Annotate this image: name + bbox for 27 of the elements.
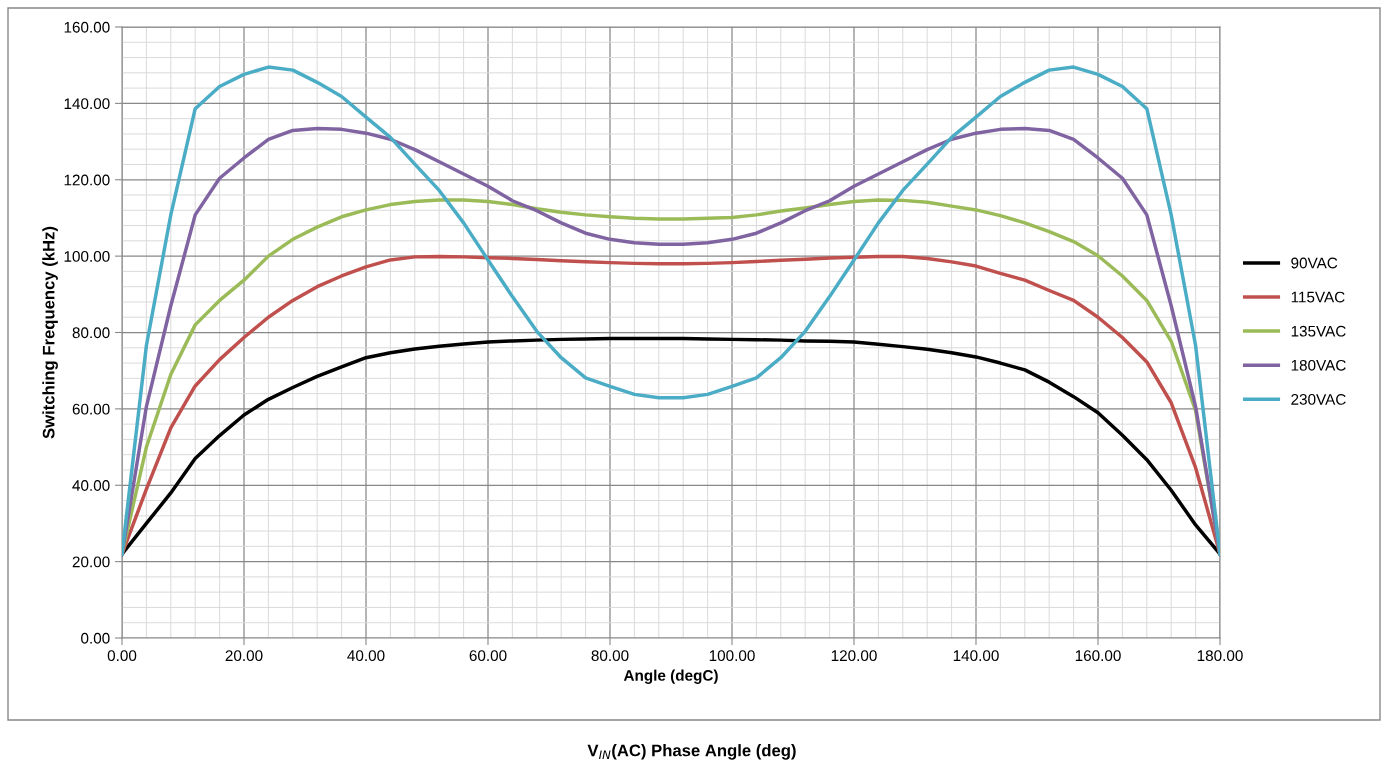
x-tick-label: 40.00: [347, 650, 385, 662]
x-tick-label: 80.00: [591, 650, 629, 662]
x-tick-label: 160.00: [1075, 650, 1121, 662]
y-tick-label: 120.00: [64, 174, 110, 186]
x-axis-title: Angle (degC): [623, 669, 718, 684]
legend-label: 90VAC: [1291, 257, 1338, 269]
legend-label: 115VAC: [1291, 291, 1345, 303]
legend-label: 135VAC: [1291, 325, 1346, 337]
legend-label: 230VAC: [1291, 393, 1346, 405]
y-tick-label: 160.00: [64, 21, 110, 33]
x-tick-label: 180.00: [1197, 650, 1243, 662]
x-tick-label: 20.00: [225, 650, 263, 662]
x-tick-label: 120.00: [831, 650, 877, 662]
y-tick-label: 20.00: [72, 556, 110, 568]
text: V$_{IN}$(AC) Phase Angle (deg): [587, 744, 796, 760]
y-tick-label: 60.00: [72, 403, 110, 415]
y-tick-label: 80.00: [72, 327, 110, 339]
y-tick-label: 100.00: [64, 250, 110, 262]
y-tick-label: 40.00: [72, 480, 110, 491]
x-tick-label: 100.00: [709, 650, 755, 662]
y-axis-title: Switching Frequency (kHz): [42, 226, 58, 439]
x-tick-label: 0.00: [107, 650, 137, 662]
legend-label: 180VAC: [1291, 359, 1346, 371]
y-tick-label: 0.00: [81, 632, 110, 644]
x-tick-label: 140.00: [953, 650, 999, 662]
x-tick-label: 60.00: [469, 650, 507, 662]
y-tick-label: 140.00: [64, 98, 110, 110]
